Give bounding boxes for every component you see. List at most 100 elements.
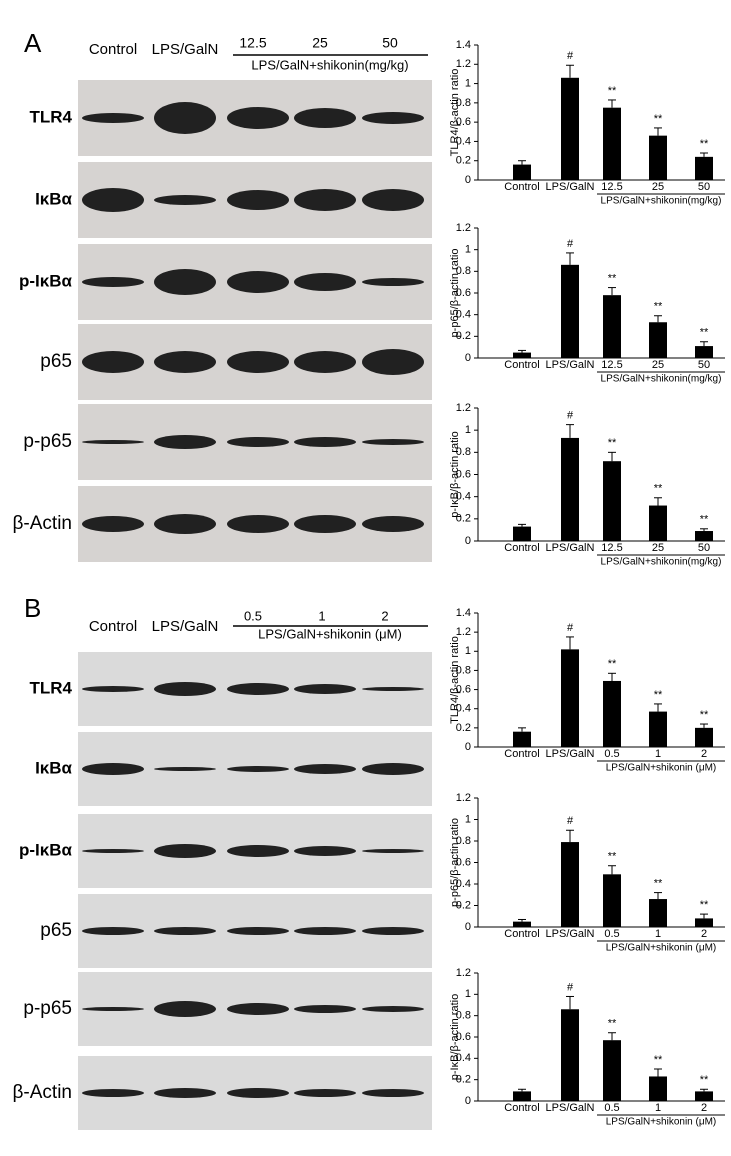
band: [154, 767, 216, 771]
y-tick-label: 0.6: [456, 116, 471, 128]
significance: #: [567, 410, 574, 422]
y-tick-label: 0.2: [456, 899, 471, 911]
bar: [603, 295, 621, 358]
error-bar: [518, 727, 526, 732]
band: [154, 514, 216, 534]
x-tick-label: 25: [652, 359, 664, 371]
bar: [695, 531, 713, 541]
band: [154, 102, 216, 134]
error-bar: [566, 829, 574, 843]
band: [82, 763, 144, 775]
bar: [649, 899, 667, 927]
bar: [695, 727, 713, 747]
x-tick-label: 1: [655, 1102, 661, 1114]
band: [82, 351, 144, 373]
bar: [649, 711, 667, 747]
dose-label: 12.5: [239, 35, 266, 51]
y-tick-label: 0.4: [456, 878, 471, 890]
band: [227, 190, 289, 210]
error-bar: [700, 723, 708, 728]
significance: **: [654, 483, 663, 495]
y-tick-label: 0: [465, 535, 471, 547]
y-tick-label: 1: [465, 645, 471, 657]
x-tick-label: 0.5: [604, 928, 619, 940]
x-tick-label: LPS/GalN: [546, 928, 595, 940]
panel-label: B: [24, 593, 41, 623]
band: [154, 927, 216, 935]
significance: #: [567, 238, 574, 250]
band: [294, 764, 356, 774]
band: [227, 766, 289, 772]
x-tick-label: Control: [504, 181, 539, 193]
panel-label: A: [24, 28, 42, 58]
dose-label: 2: [381, 608, 388, 623]
x-tick-label: 50: [698, 181, 710, 193]
x-tick-label: 50: [698, 542, 710, 554]
x-tick-label: LPS/GalN: [546, 359, 595, 371]
y-tick-label: 0.2: [456, 513, 471, 525]
significance: **: [608, 851, 617, 863]
x-tick-label: Control: [504, 928, 539, 940]
y-tick-label: 1.2: [456, 967, 471, 979]
error-bar: [608, 865, 616, 875]
x-tick-label: Control: [504, 359, 539, 371]
band: [227, 271, 289, 293]
band: [362, 439, 424, 445]
y-tick-label: 1.2: [456, 792, 471, 804]
band: [294, 684, 356, 694]
band: [227, 1088, 289, 1098]
error-bar: [566, 424, 574, 438]
band: [294, 1005, 356, 1013]
x-tick-label: 2: [701, 1102, 707, 1114]
y-tick-label: 1: [465, 244, 471, 256]
band: [362, 516, 424, 532]
y-tick-label: 0.4: [456, 1052, 471, 1064]
lane-label: LPS/GalN: [152, 41, 219, 58]
x-tick-label: 12.5: [601, 359, 622, 371]
bar: [649, 322, 667, 358]
band: [82, 1089, 144, 1097]
y-tick-label: 1: [465, 813, 471, 825]
band: [227, 845, 289, 857]
blot-label: TLR4: [30, 107, 73, 126]
bar: [561, 842, 579, 927]
significance: **: [608, 85, 617, 97]
error-bar: [566, 252, 574, 265]
bar: [513, 526, 531, 541]
y-tick-label: 1.4: [456, 39, 471, 51]
significance: **: [654, 689, 663, 701]
y-tick-label: 0.2: [456, 1074, 471, 1086]
bar: [649, 505, 667, 541]
bar: [649, 135, 667, 180]
band: [227, 515, 289, 533]
y-tick-label: 0.4: [456, 491, 471, 503]
y-tick-label: 1: [465, 988, 471, 1000]
significance: **: [608, 272, 617, 284]
group-caption: LPS/GalN+shikonin (μM): [606, 763, 717, 774]
error-bar: [608, 672, 616, 681]
bar: [561, 437, 579, 541]
bar: [603, 874, 621, 927]
band: [362, 1006, 424, 1012]
error-bar: [608, 1032, 616, 1041]
band: [362, 1089, 424, 1097]
band: [154, 351, 216, 373]
band: [294, 515, 356, 533]
bar: [649, 1076, 667, 1101]
dose-label: 0.5: [244, 608, 262, 623]
band: [227, 107, 289, 129]
error-bar: [518, 918, 526, 922]
bar: [561, 649, 579, 747]
blot-label: p-IκBα: [19, 271, 73, 290]
error-bar: [654, 892, 662, 900]
y-tick-label: 0.6: [456, 287, 471, 299]
y-tick-label: 0.4: [456, 703, 471, 715]
x-tick-label: 0.5: [604, 748, 619, 760]
lane-label: Control: [89, 41, 137, 58]
x-tick-label: 0.5: [604, 1102, 619, 1114]
band: [362, 278, 424, 286]
band: [362, 112, 424, 124]
y-axis-label: p-p65/β-actin ratio: [449, 818, 461, 907]
y-tick-label: 1.2: [456, 222, 471, 234]
lane-label: LPS/GalN: [152, 618, 219, 635]
